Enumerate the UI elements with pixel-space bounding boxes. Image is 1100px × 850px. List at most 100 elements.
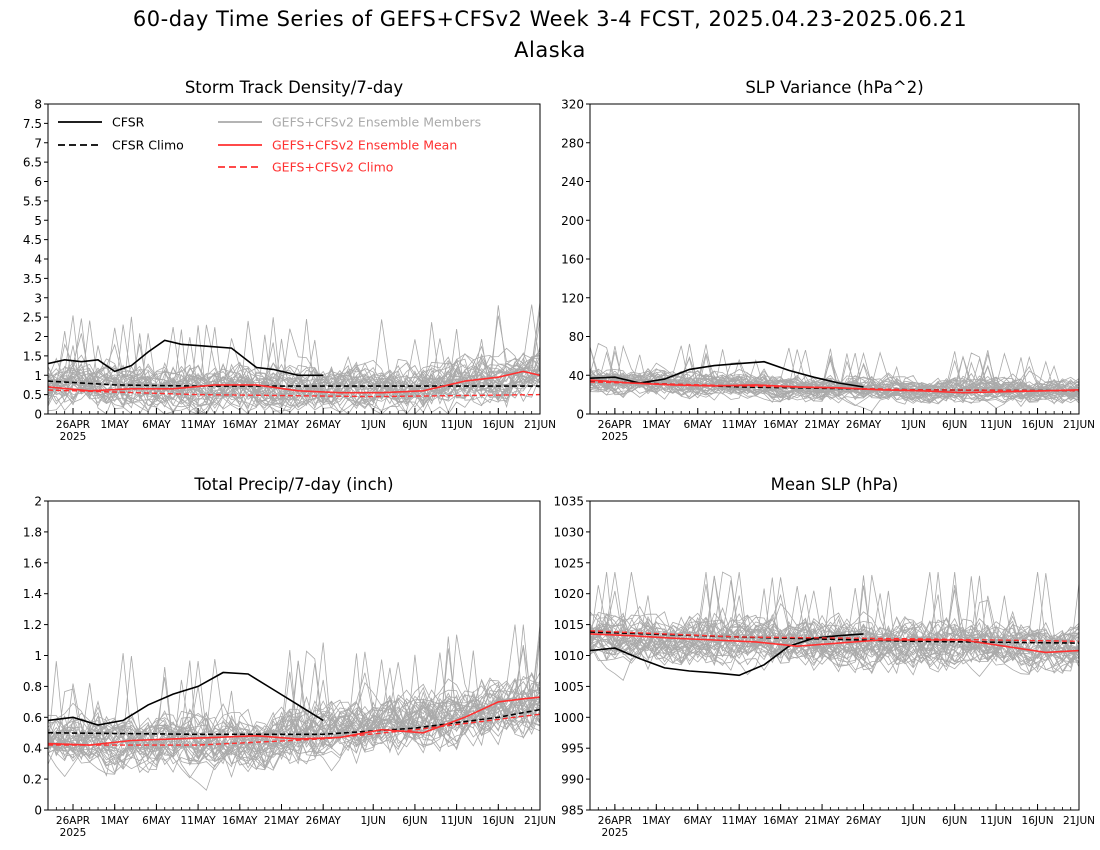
chart-panel-1: Storm Track Density/7-day 0 0.5 1 1.5 2 2.5 3 3.… [23, 78, 556, 443]
y-tick-label: 3.5 [23, 272, 42, 286]
y-tick-label: 1.6 [23, 556, 42, 570]
member-line [590, 613, 1079, 674]
member-line [48, 638, 540, 771]
y-tick-label: 80 [569, 330, 584, 344]
x-tick-label: 16MAY [763, 815, 799, 827]
member-line [590, 611, 1079, 673]
series-group [590, 360, 1079, 394]
y-tick-label: 0 [34, 804, 42, 818]
y-tick-label: 1 [34, 369, 42, 383]
member-line [48, 353, 540, 414]
x-tick-label: 6JUN [942, 815, 967, 827]
x-tick-label: 1MAY [100, 419, 129, 431]
series-cfsr [590, 360, 864, 388]
x-tick-label: 26APR [56, 419, 90, 431]
member-line [590, 350, 1079, 400]
y-tick-label: 7 [34, 136, 42, 150]
chart-panel-2: SLP Variance (hPa^2) 0 40 80 120 160 200 240 280… [561, 78, 1095, 443]
y-tick-label: 990 [561, 773, 584, 787]
member-line [48, 339, 540, 411]
y-tick-label: 5 [34, 214, 42, 228]
legend-label: CFSR Climo [112, 138, 184, 153]
x-tick-sublabel: 2025 [601, 827, 628, 839]
chart-panel-3: Total Precip/7-day (inch)00.20.40.60.811… [23, 475, 556, 839]
x-tick-label: 11MAY [181, 419, 217, 431]
member-line [590, 611, 1079, 673]
x-tick-label: 11JUN [441, 815, 473, 827]
member-line [48, 363, 540, 414]
x-tick-label: 26APR [56, 815, 90, 827]
legend-label: GEFS+CFSv2 Climo [272, 160, 393, 175]
y-tick-label: 1030 [553, 525, 584, 539]
y-tick-label: 4.5 [23, 233, 42, 247]
y-tick-label: 200 [561, 214, 584, 228]
series-cfsr [48, 339, 324, 377]
member-line [48, 624, 540, 763]
y-tick-label: 0.2 [23, 773, 42, 787]
x-tick-label: 1MAY [100, 815, 129, 827]
x-tick-label: 16JUN [482, 815, 514, 827]
y-tick-label: 0.8 [23, 680, 42, 694]
member-line [48, 353, 540, 413]
x-tick-label: 26MAY [306, 815, 342, 827]
y-tick-label: 995 [561, 742, 584, 756]
series-group [590, 630, 1079, 677]
y-tick-label: 1.5 [23, 349, 42, 363]
panel-title: Storm Track Density/7-day [185, 78, 404, 97]
legend-label: GEFS+CFSv2 Ensemble Mean [272, 138, 457, 153]
ensemble-members [590, 342, 1079, 412]
y-tick-label: 0.4 [23, 742, 42, 756]
y-tick-label: 7.5 [23, 117, 42, 131]
series-gefs-cfsv2-climo [590, 381, 1079, 392]
y-tick-label: 5.5 [23, 194, 42, 208]
x-tick-label: 11JUN [980, 419, 1012, 431]
x-tick-label: 1MAY [642, 815, 671, 827]
y-tick-label: 280 [561, 136, 584, 150]
member-line [48, 305, 540, 412]
figure-title-line2: Alaska [514, 38, 586, 62]
y-tick-label: 1015 [553, 618, 584, 632]
x-tick-label: 11MAY [722, 419, 758, 431]
y-tick-label: 160 [561, 253, 584, 267]
x-tick-label: 6MAY [142, 815, 171, 827]
x-tick-sublabel: 2025 [60, 431, 87, 443]
y-tick-label: 1035 [553, 495, 584, 509]
y-tick-label: 6 [34, 175, 42, 189]
member-line [590, 358, 1079, 405]
y-tick-label: 1.4 [23, 587, 42, 601]
y-tick-label: 0 [34, 408, 42, 422]
x-tick-label: 21JUN [524, 419, 556, 431]
series-group [48, 339, 540, 398]
member-line [590, 356, 1079, 404]
y-tick-label: 40 [569, 369, 584, 383]
x-tick-label: 1MAY [642, 419, 671, 431]
y-tick-label: 0 [576, 408, 584, 422]
x-tick-sublabel: 2025 [601, 431, 628, 443]
member-line [48, 624, 540, 757]
x-tick-label: 26MAY [306, 419, 342, 431]
member-line [48, 317, 540, 414]
y-tick-label: 1025 [553, 556, 584, 570]
series-group [48, 671, 540, 746]
y-tick-label: 1 [34, 649, 42, 663]
ensemble-members [48, 624, 540, 791]
x-tick-label: 16JUN [1022, 815, 1054, 827]
x-tick-label: 6MAY [142, 419, 171, 431]
member-line [48, 316, 540, 414]
y-tick-label: 2 [34, 495, 42, 509]
series-gefs-cfsv2-ensemble-mean [48, 696, 540, 746]
y-tick-label: 1005 [553, 680, 584, 694]
y-tick-label: 8 [34, 98, 42, 112]
x-tick-label: 16JUN [482, 419, 514, 431]
x-tick-label: 1JUN [901, 815, 926, 827]
member-line [590, 355, 1079, 400]
member-line [590, 351, 1079, 403]
member-line [48, 662, 540, 774]
x-tick-sublabel: 2025 [60, 827, 87, 839]
x-tick-label: 26APR [598, 815, 632, 827]
member-line [48, 339, 540, 414]
member-line [590, 614, 1079, 667]
y-tick-label: 4 [34, 253, 42, 267]
x-tick-label: 21MAY [264, 419, 300, 431]
x-tick-label: 16MAY [222, 419, 258, 431]
